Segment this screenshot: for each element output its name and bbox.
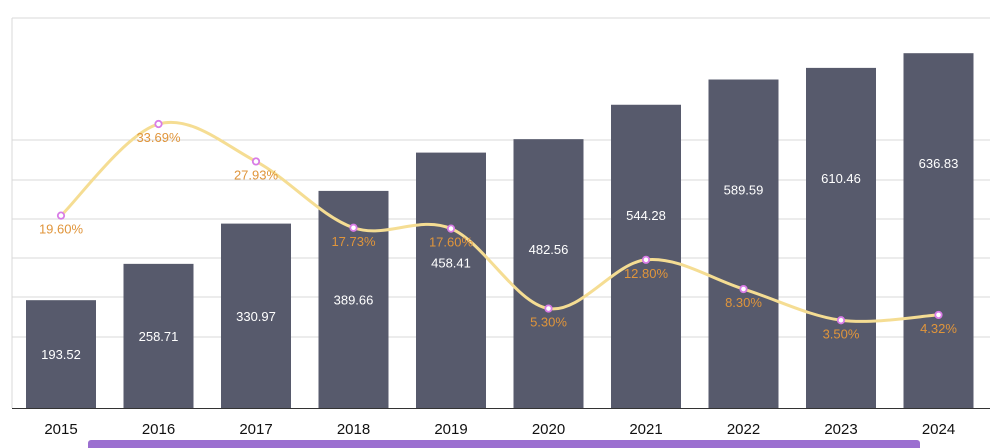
bar-2016 <box>123 263 194 408</box>
x-tick-label: 2021 <box>629 421 662 438</box>
bar-value-label: 389.66 <box>334 292 374 307</box>
growth-marker <box>251 157 261 166</box>
growth-value-label: 5.30% <box>530 315 567 330</box>
x-tick-label: 2016 <box>142 421 175 438</box>
bar-2019 <box>416 152 486 408</box>
x-tick-label: 2017 <box>239 421 272 438</box>
bar-value-label: 544.28 <box>626 208 666 223</box>
x-axis-ticks: 2015 2016 2017 2018 2019 2020 2021 2022 2023 2024 <box>44 421 955 438</box>
growth-marker <box>934 310 943 320</box>
bar-2023 <box>806 67 876 409</box>
x-tick-label: 2023 <box>824 421 857 438</box>
x-tick-label: 2024 <box>922 421 955 438</box>
growth-value-labels: 19.60% 33.69% 27.93% 17.73% 17.60% 5.30% 12.80… <box>39 130 957 341</box>
growth-value-label: 17.60% <box>429 235 474 250</box>
bar-value-labels: 193.52 258.71 330.97 389.66 458.41 482.56 544.… <box>41 156 958 362</box>
bar-value-label: 258.71 <box>139 329 179 344</box>
bar-2017 <box>221 223 291 408</box>
growth-marker <box>641 255 651 264</box>
bar-value-label: 636.83 <box>919 156 959 171</box>
growth-value-label: 33.69% <box>136 130 181 145</box>
x-tick-label: 2018 <box>337 421 370 438</box>
growth-marker <box>739 284 748 294</box>
accent-strip <box>88 440 920 448</box>
growth-marker <box>154 119 163 129</box>
growth-marker <box>836 316 846 325</box>
bar-value-label: 482.56 <box>529 242 569 257</box>
growth-value-label: 4.32% <box>920 321 957 336</box>
growth-value-label: 12.80% <box>624 266 669 281</box>
x-tick-label: 2020 <box>532 421 565 438</box>
bar-value-label: 193.52 <box>41 347 81 362</box>
growth-value-label: 3.50% <box>823 326 860 341</box>
growth-marker <box>56 211 66 220</box>
growth-marker <box>446 224 456 233</box>
bar-2020 <box>513 139 584 408</box>
bar-value-label: 589.59 <box>724 183 764 198</box>
bar-value-label: 330.97 <box>236 309 276 324</box>
bar-2015 <box>26 300 96 408</box>
bar-2024 <box>903 53 974 409</box>
growth-value-label: 8.30% <box>725 295 762 310</box>
bar-2022 <box>708 79 779 408</box>
growth-marker <box>544 304 553 313</box>
bar-value-label: 610.46 <box>821 171 861 186</box>
growth-value-label: 17.73% <box>331 234 376 249</box>
growth-value-label: 19.60% <box>39 222 84 237</box>
bar-series <box>26 53 974 409</box>
bar-value-label: 458.41 <box>431 256 471 271</box>
x-tick-label: 2019 <box>434 421 467 438</box>
x-tick-label: 2015 <box>44 421 77 438</box>
growth-value-label: 27.93% <box>234 167 279 182</box>
x-tick-label: 2022 <box>727 421 760 438</box>
growth-line <box>59 120 939 323</box>
growth-markers <box>56 119 943 325</box>
growth-marker <box>349 223 358 232</box>
